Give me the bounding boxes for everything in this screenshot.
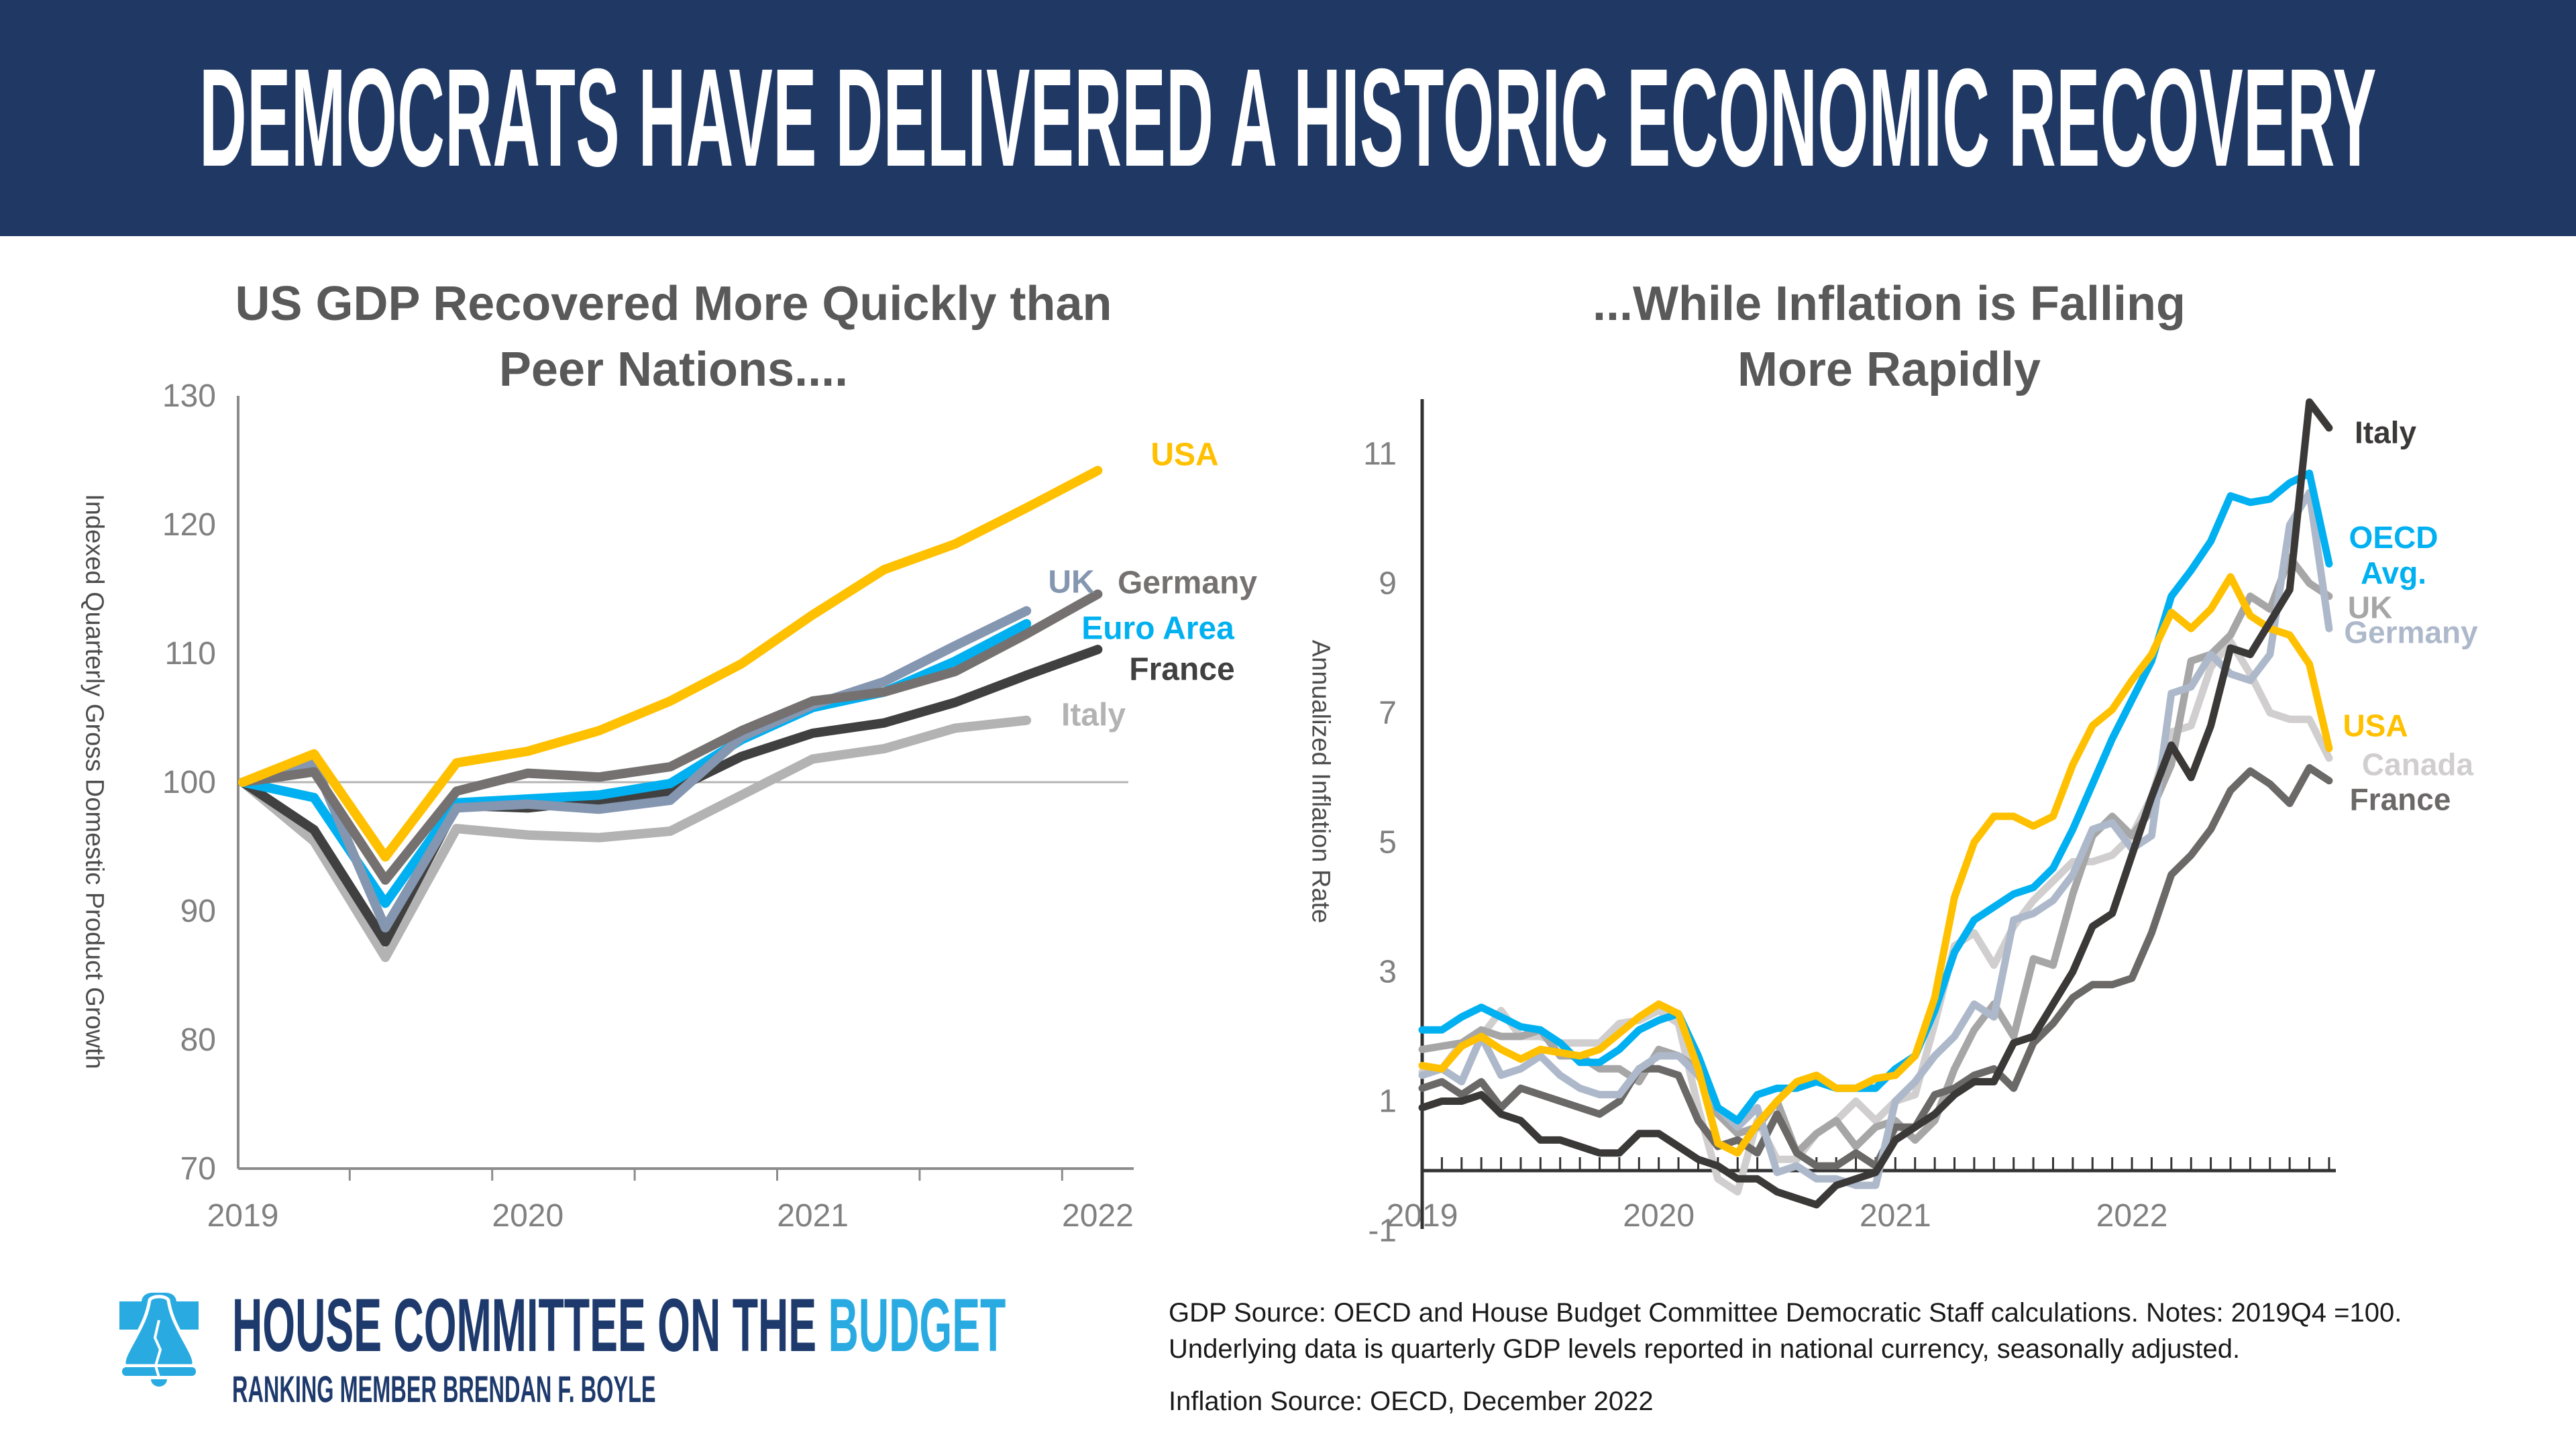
inflation-chart-title-line1: ...While Inflation is Falling <box>1592 277 2186 331</box>
gdp-x-tick-label: 2021 <box>777 1198 849 1234</box>
inflation-y-tick-label: 5 <box>1379 825 1397 861</box>
page-title: DEMOCRATS HAVE DELIVERED A HISTORIC ECON… <box>199 40 2377 196</box>
inflation-y-tick-label: 9 <box>1379 566 1397 602</box>
inflation-x-tick-label: 2021 <box>1860 1198 1931 1234</box>
gdp-y-tick-label: 70 <box>180 1151 216 1187</box>
gdp-x-tick-label: 2020 <box>492 1198 564 1234</box>
inflation-x-tick-label: 2022 <box>2096 1198 2168 1234</box>
committee-name-dark: HOUSE COMMITTEE ON THE <box>232 1283 828 1367</box>
inflation-line-canada <box>1418 637 2333 1196</box>
gdp-y-tick-label: 120 <box>162 507 216 543</box>
gdp-x-tick-label: 2019 <box>207 1198 279 1234</box>
inflation-line-italy <box>1418 398 2333 1209</box>
inflation-y-tick-label: 11 <box>1363 437 1397 472</box>
committee-name-accent: BUDGET <box>828 1283 1006 1367</box>
inflation-x-tick-label: 2020 <box>1623 1198 1695 1234</box>
gdp-line-italy <box>238 715 1032 963</box>
gdp-line-uk <box>238 606 1032 932</box>
inflation-chart-title: ...While Inflation is Falling More Rapid… <box>1319 271 2459 402</box>
gdp-chart-title: US GDP Recovered More Quickly than Peer … <box>103 271 1244 402</box>
header-banner: DEMOCRATS HAVE DELIVERED A HISTORIC ECON… <box>0 0 2576 236</box>
gdp-line-germany <box>238 589 1103 885</box>
committee-name: HOUSE COMMITTEE ON THE BUDGET <box>232 1288 1006 1363</box>
inflation-y-tick-label: -1 <box>1368 1214 1397 1249</box>
inflation-y-tick-label: 3 <box>1379 955 1397 990</box>
gdp-chart-title-line2: Peer Nations.... <box>498 343 849 396</box>
gdp-chart-title-line1: US GDP Recovered More Quickly than <box>235 277 1112 331</box>
inflation-chart-title-line2: More Rapidly <box>1737 343 2041 396</box>
gdp-source-line1: GDP Source: OECD and House Budget Commit… <box>1169 1298 2402 1328</box>
gdp-line-france <box>238 645 1103 947</box>
inflation-line-oecd-avg <box>1418 470 2333 1124</box>
inflation-source-line: Inflation Source: OECD, December 2022 <box>1169 1387 1654 1416</box>
inflation-y-tick-label: 7 <box>1379 696 1397 731</box>
inflation-y-tick-label: 1 <box>1379 1084 1397 1120</box>
gdp-y-tick-label: 110 <box>164 636 216 672</box>
liberty-bell-icon <box>119 1293 199 1387</box>
inflation-line-germany <box>1418 488 2333 1189</box>
gdp-y-tick-label: 80 <box>180 1022 216 1058</box>
inflation-line-usa <box>1418 573 2333 1157</box>
inflation-line-france <box>1418 764 2333 1170</box>
committee-logo-text: HOUSE COMMITTEE ON THE BUDGET RANKING ME… <box>232 1288 1614 1411</box>
inflation-x-tick-label: 2019 <box>1387 1198 1458 1234</box>
gdp-y-tick-label: 90 <box>180 894 216 929</box>
gdp-source-line2: Underlying data is quarterly GDP levels … <box>1169 1334 2241 1364</box>
source-notes: GDP Source: OECD and House Budget Commit… <box>1169 1295 2402 1419</box>
gdp-y-tick-label: 130 <box>162 378 216 414</box>
gdp-y-tick-label: 100 <box>162 765 216 800</box>
gdp-line-usa <box>238 466 1103 862</box>
gdp-x-tick-label: 2022 <box>1062 1198 1134 1234</box>
ranking-member-line: RANKING MEMBER BRENDAN F. BOYLE <box>232 1368 656 1410</box>
